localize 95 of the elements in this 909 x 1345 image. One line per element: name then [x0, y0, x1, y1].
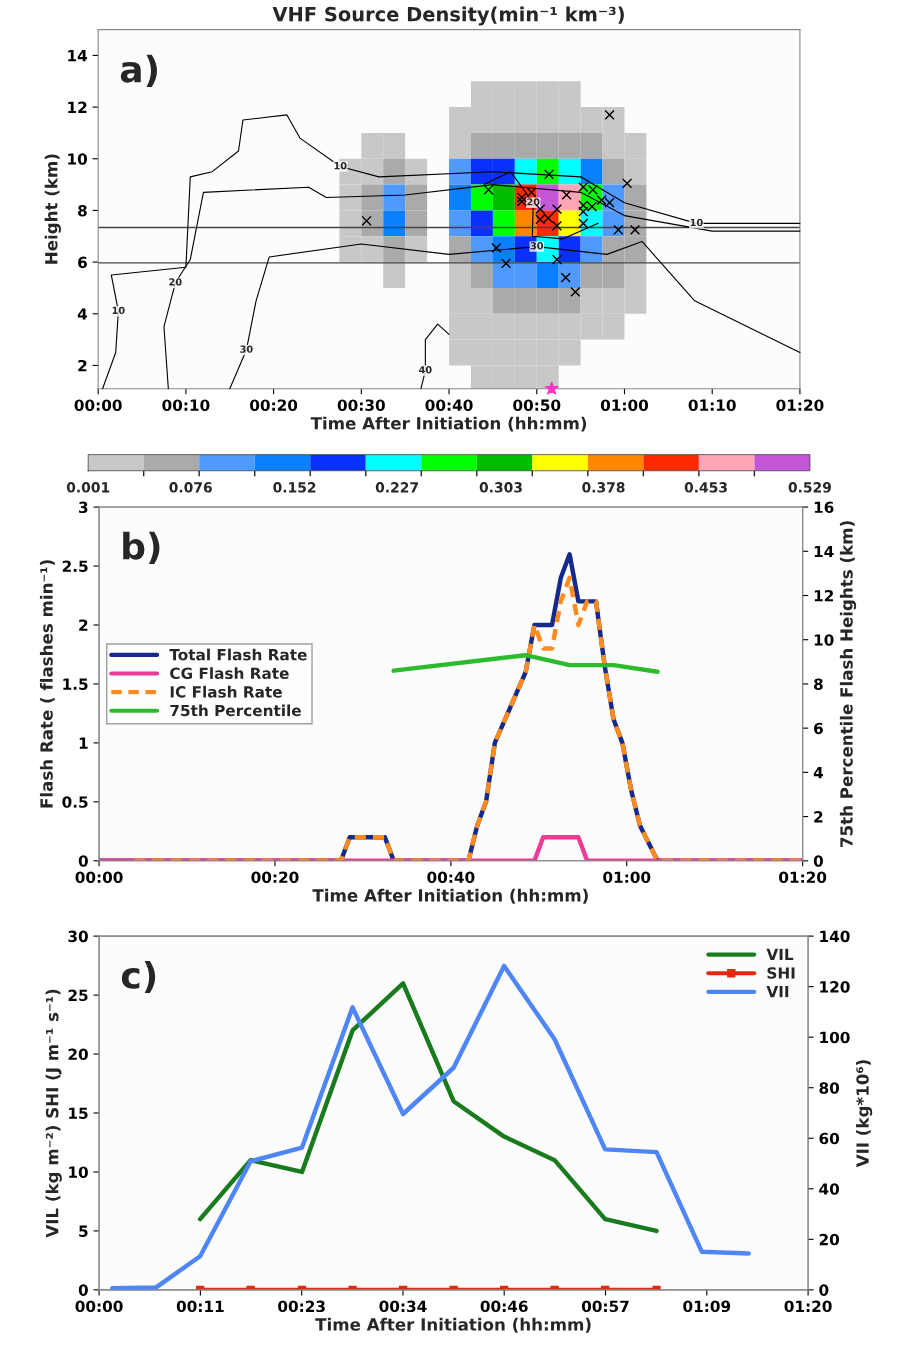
color-bar-label: 0.076 — [169, 482, 212, 493]
y2-tick-label: 4 — [813, 767, 823, 779]
y2-tick-label: 120 — [820, 981, 850, 993]
x-tick-label: 00:10 — [162, 399, 210, 411]
x-tick-label: 01:10 — [688, 399, 736, 411]
x-axis-title: Time After Initiation (hh:mm) — [310, 416, 587, 432]
color-bar-label: 0.453 — [684, 482, 727, 493]
annotation: 20 — [169, 278, 182, 286]
y-tick-label: 3 — [79, 501, 88, 514]
y-tick-label: 6 — [78, 256, 87, 269]
y2-tick-label: 80 — [819, 1082, 840, 1094]
annotation: 10 — [112, 306, 125, 315]
y2-tick-label: 6 — [814, 722, 823, 735]
y-tick-label: 14 — [68, 50, 88, 62]
x-tick-label: 00:40 — [427, 871, 475, 884]
x-tick-label: 00:57 — [581, 1300, 629, 1313]
y2-tick-label: 40 — [819, 1183, 840, 1195]
y2-axis-title: VII (kg*10⁶) — [855, 1060, 873, 1168]
y-tick-label: 4 — [77, 308, 88, 320]
y-tick-label: 1 — [79, 737, 88, 749]
x-tick-label: 00:23 — [278, 1300, 325, 1313]
y2-tick-label: 140 — [820, 930, 850, 943]
annotation: 30 — [530, 242, 544, 250]
legend-label: VIL — [766, 948, 794, 960]
annotation: 10 — [334, 161, 347, 170]
legend-label: 75th Percentile — [170, 704, 301, 717]
y2-tick-label: 10 — [814, 634, 834, 646]
annotation: 30 — [240, 345, 253, 353]
y2-tick-label: 20 — [819, 1233, 840, 1246]
x-tick-label: 00:20 — [250, 399, 298, 411]
x-axis-title: Time After Initiation (hh:mm) — [315, 1317, 591, 1333]
y-tick-label: 1.5 — [63, 678, 88, 690]
color-bar-label: 0.227 — [375, 482, 418, 493]
y-tick-label: 30 — [68, 930, 88, 943]
y2-tick-label: 2 — [814, 811, 823, 823]
x-axis-title: Time After Initiation (hh:mm) — [312, 888, 588, 904]
chart-title: VHF Source Density(min⁻¹ km⁻³) — [272, 6, 624, 26]
y2-tick-label: 100 — [820, 1031, 850, 1044]
x-tick-label: 01:20 — [776, 399, 824, 411]
annotation: c) — [121, 960, 156, 994]
y-axis-title: Flash Rate ( flashes min⁻¹) — [39, 560, 55, 808]
x-tick-label: 00:46 — [480, 1300, 528, 1313]
legend-label: Total Flash Rate — [169, 648, 307, 661]
x-tick-label: 00:30 — [337, 399, 385, 411]
y-axis-title: Height (km) — [44, 154, 61, 264]
x-tick-label: 00:00 — [75, 1300, 123, 1313]
y2-tick-label: 0 — [819, 1284, 829, 1296]
annotation: b) — [123, 531, 160, 565]
x-tick-label: 00:50 — [513, 399, 561, 411]
color-bar-label: 0.001 — [66, 482, 110, 493]
y2-tick-label: 16 — [814, 501, 834, 514]
color-bar-label: 0.303 — [479, 482, 522, 493]
color-bar-label: 0.152 — [273, 482, 316, 493]
x-tick-label: 00:20 — [251, 871, 299, 884]
y2-tick-label: 14 — [814, 545, 834, 558]
y-tick-label: 0 — [78, 1284, 88, 1296]
y-tick-label: 2.5 — [62, 560, 88, 573]
y-tick-label: 20 — [68, 1048, 88, 1061]
x-tick-label: 01:09 — [683, 1300, 731, 1313]
y-tick-label: 0 — [78, 855, 88, 867]
color-bar-label: 0.378 — [582, 482, 625, 493]
color-bar-label: 0.529 — [788, 482, 831, 493]
y-tick-label: 25 — [68, 989, 88, 1002]
y-tick-label: 5 — [79, 1225, 88, 1237]
y-tick-label: 0.5 — [62, 796, 88, 808]
x-tick-label: 01:00 — [600, 399, 649, 411]
x-tick-label: 00:00 — [75, 871, 123, 884]
y2-tick-label: 60 — [819, 1132, 840, 1145]
y-tick-label: 10 — [68, 153, 88, 165]
x-tick-label: 00:11 — [176, 1300, 224, 1313]
x-tick-label: 01:20 — [784, 1300, 832, 1313]
y2-tick-label: 0 — [813, 855, 823, 867]
annotation: 10 — [690, 218, 703, 227]
y-tick-label: 12 — [68, 101, 87, 113]
annotation: a) — [120, 54, 157, 87]
y2-tick-label: 12 — [814, 589, 833, 602]
x-tick-label: 01:00 — [603, 871, 651, 884]
legend-label: VII — [766, 986, 789, 998]
legend-label: IC Flash Rate — [170, 685, 282, 698]
legend-label: SHI — [767, 967, 795, 979]
y-tick-label: 10 — [69, 1166, 88, 1178]
y-tick-label: 2 — [79, 619, 88, 631]
y-tick-label: 8 — [78, 204, 87, 217]
x-tick-label: 01:20 — [779, 871, 827, 884]
y-tick-label: 2 — [78, 359, 87, 372]
legend-label: CG Flash Rate — [170, 667, 289, 680]
annotation: 40 — [419, 366, 432, 374]
y-axis-title: VIL (kg m⁻²) SHI (J m⁻¹ s⁻¹) — [45, 989, 62, 1238]
y2-tick-label: 8 — [814, 678, 823, 690]
x-tick-label: 00:40 — [425, 399, 473, 411]
x-tick-label: 00:00 — [74, 399, 122, 411]
y-tick-label: 15 — [69, 1107, 88, 1120]
annotation: 20 — [527, 198, 540, 206]
y2-axis-title: 75th Percentile Flash Heights (km) — [839, 521, 857, 847]
x-tick-label: 00:34 — [379, 1300, 427, 1313]
